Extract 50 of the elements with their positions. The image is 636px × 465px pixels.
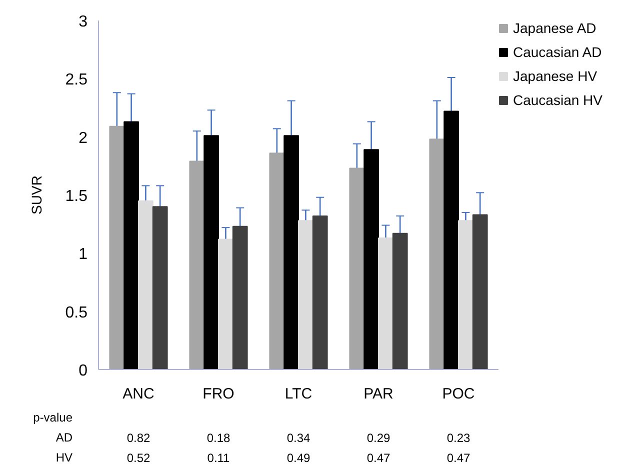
y-axis-title: SUVR [28,176,44,214]
x-tick-label: PAR [364,386,394,402]
bar [312,215,328,370]
y-tick-label: 1.5 [65,188,88,205]
y-tick-label: 2 [78,130,88,147]
x-tick-label: POC [442,386,475,402]
text: 0.47 [366,451,391,465]
text: 0.11 [207,451,230,465]
text: HV [56,450,72,464]
y-tick-label: 0.5 [65,304,88,322]
x-tick-label: LTC [284,386,312,402]
bar [232,226,248,370]
bar [378,238,394,370]
bar [204,135,219,370]
text: 0.18 [206,431,231,445]
bar [458,220,474,370]
bar [284,135,299,370]
x-tick-label: ANC [122,386,154,402]
bar [109,126,125,370]
bar [152,206,168,370]
bar [429,138,445,370]
text: 0.82 [126,431,151,445]
x-tick-label: FRO [202,386,234,402]
text: 0.34 [286,431,311,445]
bar [364,149,379,370]
y-tick-label: 1 [78,246,88,264]
text: 0.52 [126,451,151,465]
bar [444,110,459,370]
bar [189,160,205,370]
legend-label: Japanese AD [513,20,596,36]
bar [138,200,154,370]
bar [392,232,408,370]
bar [218,238,234,370]
text: p-value [33,410,73,424]
y-tick-label: 2.5 [65,72,88,89]
bar [298,220,314,370]
legend-label: Caucasian HV [513,92,602,108]
bar [472,214,488,370]
text: 0.49 [286,451,311,465]
text: 0.23 [446,431,471,445]
text: 0.47 [446,451,471,465]
y-tick-label: 3 [78,14,88,30]
y-tick-label: 0 [78,362,88,380]
text: 0.29 [366,431,391,445]
legend-label: Japanese HV [513,68,598,84]
text: AD [56,430,73,444]
bar [269,152,285,370]
bar [349,168,365,370]
legend-label: Caucasian AD [513,44,602,60]
bar [124,121,139,370]
